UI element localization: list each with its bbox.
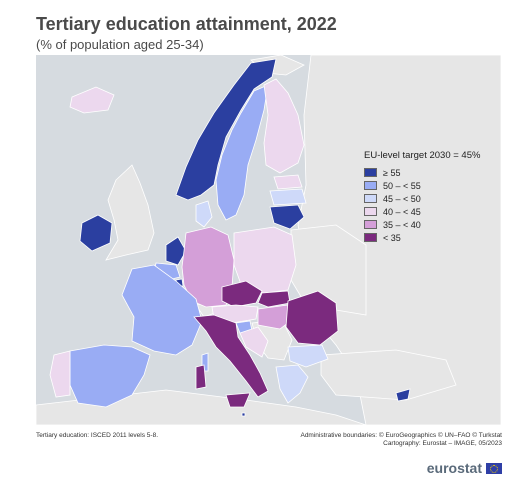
country-romania	[285, 290, 339, 346]
country-sardinia	[195, 364, 207, 390]
footnote-boundaries: Administrative boundaries: © EuroGeograp…	[300, 432, 502, 439]
legend-label: 35 – < 40	[383, 219, 421, 230]
legend-swatch	[364, 207, 377, 216]
region-uk	[105, 164, 155, 261]
brand-name: eurostat	[426, 460, 482, 476]
country-italy	[193, 314, 269, 398]
europe-map	[36, 55, 501, 425]
legend-item: 50 – < 55	[364, 179, 480, 192]
footnote-definition: Tertiary education: ISCED 2011 levels 5-…	[36, 432, 158, 439]
country-portugal	[49, 350, 71, 398]
legend: EU-level target 2030 = 45% ≥ 55 50 – < 5…	[364, 150, 480, 244]
legend-label: ≥ 55	[383, 167, 401, 178]
country-estonia	[273, 174, 303, 190]
country-czechia	[221, 280, 263, 308]
legend-item: < 35	[364, 231, 480, 244]
country-croatia	[239, 326, 269, 358]
country-lithuania	[269, 204, 305, 230]
country-greece	[275, 364, 309, 404]
country-norway	[175, 58, 277, 201]
legend-swatch	[364, 168, 377, 177]
region-belarus-ukraine	[290, 224, 367, 316]
country-slovakia	[257, 290, 291, 308]
country-denmark	[195, 200, 213, 228]
country-netherlands	[165, 236, 187, 266]
eurostat-logo: eurostat	[427, 460, 502, 476]
map-subtitle: (% of population aged 25-34)	[36, 37, 204, 52]
legend-label: 40 – < 45	[383, 206, 421, 217]
country-iceland	[69, 86, 115, 114]
legend-title: EU-level target 2030 = 45%	[364, 150, 481, 161]
country-germany	[181, 226, 235, 308]
country-poland	[233, 226, 297, 294]
country-cyprus	[395, 388, 411, 402]
legend-item: ≥ 55	[364, 166, 480, 179]
legend-swatch	[364, 220, 377, 229]
country-sicily	[225, 392, 251, 408]
country-malta	[241, 412, 246, 417]
legend-item: 45 – < 50	[364, 192, 480, 205]
country-latvia	[269, 188, 307, 206]
legend-label: < 35	[383, 232, 401, 243]
legend-item: 40 – < 45	[364, 205, 480, 218]
legend-label: 45 – < 50	[383, 193, 421, 204]
region-turkey	[320, 349, 457, 401]
legend-swatch	[364, 181, 377, 190]
country-spain	[69, 344, 151, 408]
legend-swatch	[364, 194, 377, 203]
country-ireland	[79, 214, 113, 252]
map-title: Tertiary education attainment, 2022	[36, 14, 337, 34]
legend-swatch	[364, 233, 377, 242]
footnote-cartography: Cartography: Eurostat – IMAGE, 05/2023	[383, 440, 502, 447]
country-bulgaria	[287, 344, 329, 368]
legend-item: 35 – < 40	[364, 218, 480, 231]
country-france	[121, 264, 203, 356]
eu-flag-icon	[486, 462, 502, 474]
country-finland	[263, 78, 305, 174]
legend-label: 50 – < 55	[383, 180, 421, 191]
footnote-credits: Administrative boundaries: © EuroGeograp…	[300, 432, 502, 448]
